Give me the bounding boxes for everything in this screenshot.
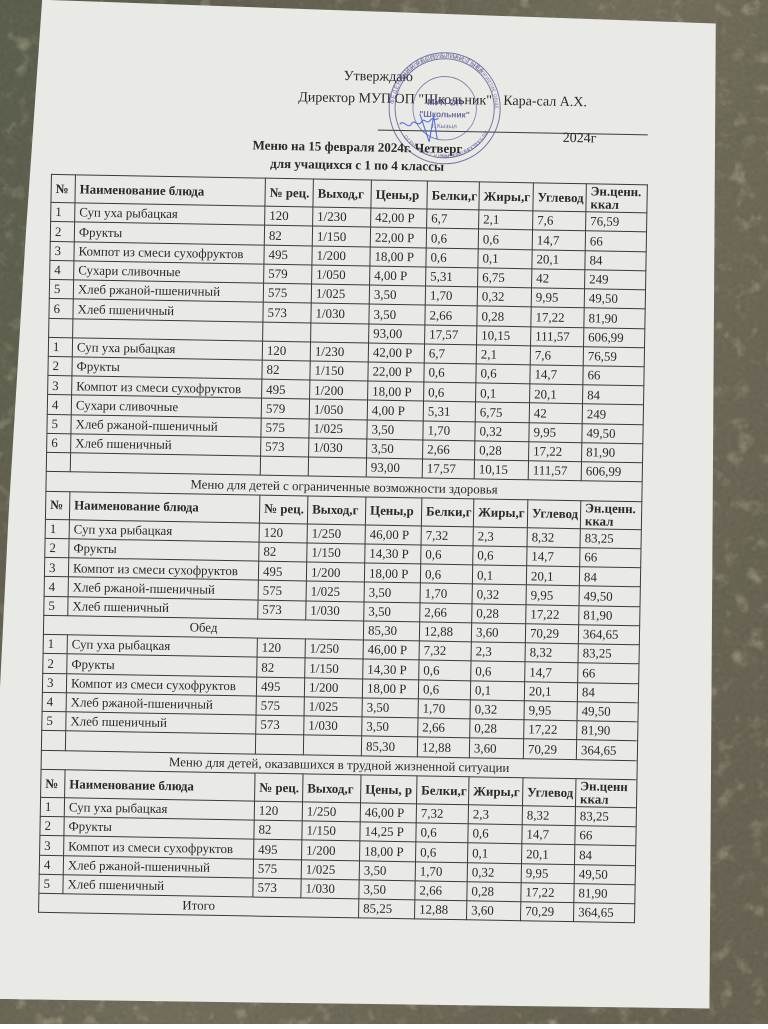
svg-text:"Школьник": "Школьник"	[419, 109, 470, 120]
svg-text:МУП ОП: МУП ОП	[427, 97, 462, 108]
